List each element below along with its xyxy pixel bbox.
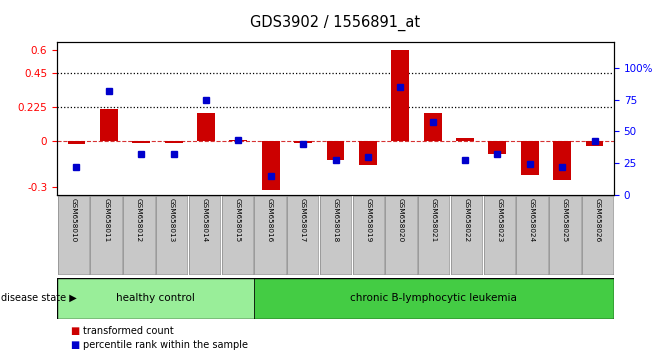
Bar xyxy=(586,141,603,146)
Bar xyxy=(488,141,507,154)
Bar xyxy=(262,141,280,190)
Bar xyxy=(423,113,442,141)
Text: percentile rank within the sample: percentile rank within the sample xyxy=(83,340,248,350)
Text: GSM658015: GSM658015 xyxy=(234,198,240,242)
Text: transformed count: transformed count xyxy=(83,326,173,336)
Bar xyxy=(100,109,117,141)
Text: GSM658010: GSM658010 xyxy=(70,198,76,242)
Text: GSM658023: GSM658023 xyxy=(497,198,503,242)
Text: GSM658026: GSM658026 xyxy=(595,198,601,242)
Text: GSM658019: GSM658019 xyxy=(365,198,371,242)
Bar xyxy=(521,141,539,175)
Text: GSM658020: GSM658020 xyxy=(398,198,404,242)
Text: ■: ■ xyxy=(70,340,80,350)
Bar xyxy=(456,138,474,141)
Bar xyxy=(164,141,183,143)
Text: GDS3902 / 1556891_at: GDS3902 / 1556891_at xyxy=(250,15,421,31)
Text: healthy control: healthy control xyxy=(116,293,195,303)
Text: disease state ▶: disease state ▶ xyxy=(1,293,77,303)
Text: ■: ■ xyxy=(70,326,80,336)
Bar xyxy=(197,113,215,141)
Text: GSM658018: GSM658018 xyxy=(333,198,338,242)
Text: GSM658025: GSM658025 xyxy=(562,198,568,242)
Text: GSM658022: GSM658022 xyxy=(464,198,470,242)
Bar xyxy=(327,141,344,160)
Text: GSM658016: GSM658016 xyxy=(267,198,273,242)
Bar xyxy=(68,141,85,144)
Bar xyxy=(554,141,571,180)
Bar xyxy=(294,141,312,143)
Text: GSM658024: GSM658024 xyxy=(529,198,535,242)
Text: GSM658014: GSM658014 xyxy=(201,198,207,242)
Text: GSM658013: GSM658013 xyxy=(168,198,174,242)
Text: GSM658017: GSM658017 xyxy=(300,198,306,242)
Text: GSM658011: GSM658011 xyxy=(103,198,109,242)
FancyBboxPatch shape xyxy=(57,278,254,319)
FancyBboxPatch shape xyxy=(254,278,614,319)
Bar xyxy=(391,50,409,141)
Bar xyxy=(132,141,150,143)
Text: chronic B-lymphocytic leukemia: chronic B-lymphocytic leukemia xyxy=(350,293,517,303)
Bar xyxy=(229,140,248,141)
Bar xyxy=(359,141,377,165)
Text: GSM658021: GSM658021 xyxy=(431,198,437,242)
Text: GSM658012: GSM658012 xyxy=(136,198,142,242)
